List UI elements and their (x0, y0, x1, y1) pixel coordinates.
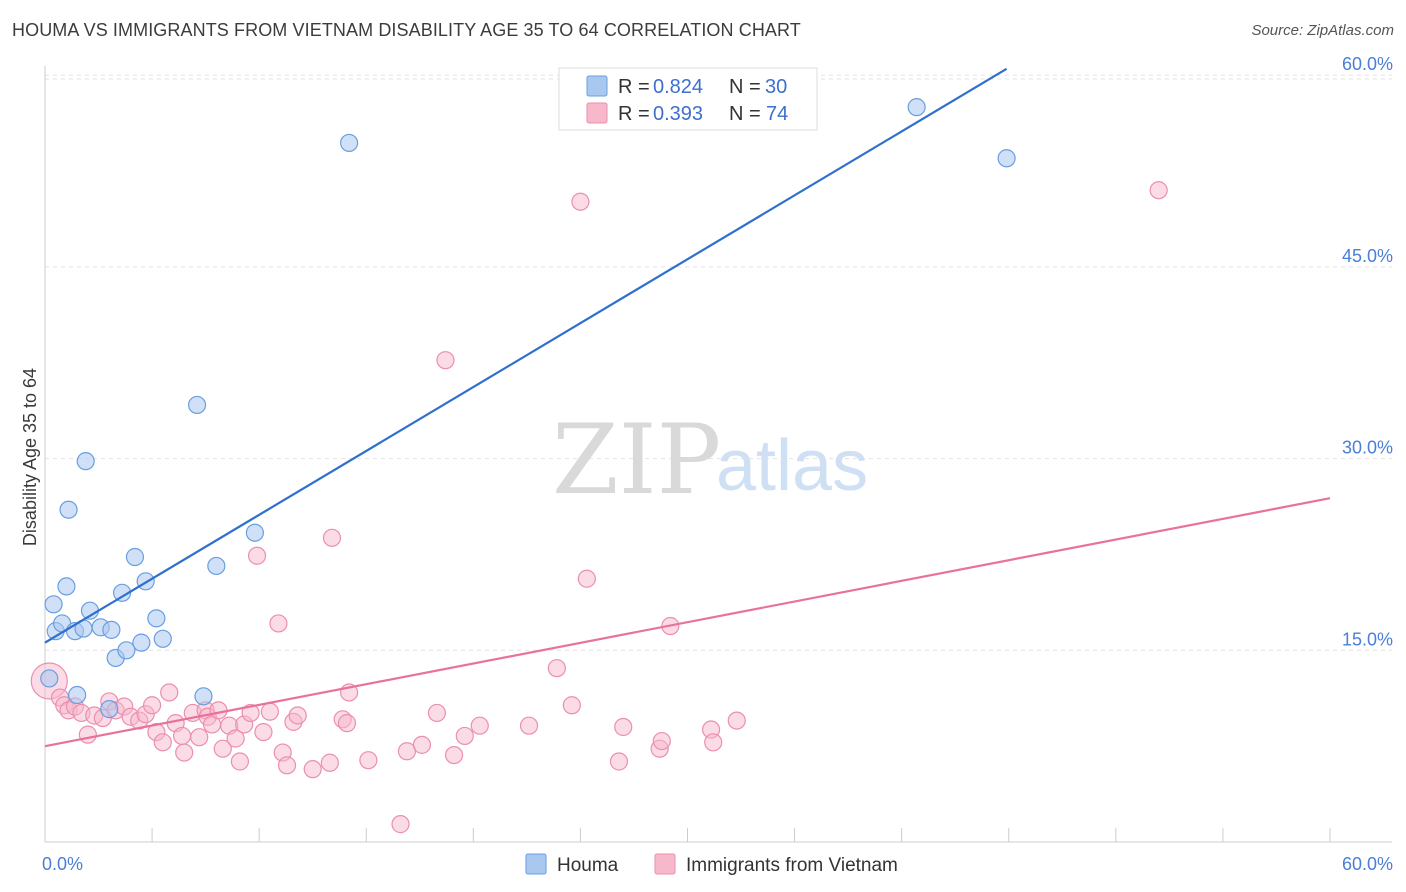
vietnam-point (609, 752, 629, 771)
trend-lines (44, 67, 1331, 748)
vietnam-point (209, 701, 228, 720)
vietnam-point (577, 569, 596, 588)
vietnam-point (254, 722, 273, 742)
houma-point (907, 98, 926, 117)
vietnam-point (412, 735, 432, 754)
houma-point (245, 523, 264, 542)
vietnam-point (153, 733, 172, 752)
legend-vietnam-swatch (586, 102, 608, 124)
x-tick-label-1: 60.0% (1342, 854, 1393, 874)
vietnam-point (288, 706, 307, 725)
vietnam-point (190, 728, 209, 747)
houma-point (125, 547, 145, 567)
vietnam-point (1149, 181, 1168, 200)
chart-title: HOUMA VS IMMIGRANTS FROM VIETNAM DISABIL… (12, 20, 801, 40)
y-tick-label-1: 30.0% (1342, 438, 1393, 458)
houma-point (207, 556, 226, 576)
legend-vietnam-n-label: N = (729, 103, 761, 125)
houma-trend-line (44, 67, 1008, 644)
houma-point (40, 669, 59, 688)
vietnam-point (172, 726, 192, 746)
x-tick-label-0: 0.0% (42, 854, 83, 874)
houma-point (117, 641, 136, 660)
vietnam-point (391, 815, 410, 834)
vietnam-point (277, 756, 297, 775)
houma-point (68, 685, 87, 705)
vietnam-point (337, 714, 357, 733)
y-tick-labels: 15.0% 30.0% 45.0% 60.0% (1342, 54, 1393, 649)
houma-point (997, 149, 1016, 168)
vietnam-point (562, 696, 581, 715)
vietnam-point (359, 751, 378, 770)
vietnam-point (269, 614, 288, 633)
vietnam-point (226, 729, 245, 748)
series-houma-points (40, 98, 1016, 719)
vietnam-point (614, 717, 633, 737)
bottom-legend-houma-swatch (525, 853, 547, 875)
vietnam-point (547, 659, 566, 678)
gridlines (45, 74, 1392, 651)
houma-point (194, 687, 213, 706)
watermark-atlas: atlas (716, 426, 868, 506)
vietnam-point (571, 192, 590, 211)
vietnam-point (78, 725, 97, 744)
y-tick-label-0: 15.0% (1342, 629, 1393, 649)
houma-point (59, 500, 78, 519)
vietnam-point (213, 739, 232, 758)
houma-point (147, 609, 166, 628)
bottom-legend-vietnam-swatch (654, 853, 676, 875)
houma-point (187, 395, 207, 415)
vietnam-point (436, 351, 455, 370)
series-legend: Houma Immigrants from Vietnam (525, 853, 898, 876)
legend-houma-r-value: 0.824 (653, 76, 703, 98)
vietnam-point (427, 703, 447, 723)
vietnam-point (230, 752, 249, 771)
legend-houma-swatch (586, 75, 608, 97)
vietnam-point (303, 760, 322, 779)
vietnam-point (704, 733, 723, 752)
houma-point (340, 133, 359, 153)
vietnam-point (160, 683, 179, 702)
vietnam-point (320, 753, 339, 772)
vietnam-point (322, 528, 342, 547)
bottom-legend-houma-label: Houma (557, 855, 619, 876)
vietnam-point (142, 696, 162, 715)
legend-houma-n-label: N = (729, 76, 761, 98)
houma-point (44, 595, 63, 614)
bottom-legend-vietnam-label: Immigrants from Vietnam (686, 855, 898, 876)
y-axis-title: Disability Age 35 to 64 (20, 368, 40, 546)
houma-point (100, 699, 119, 719)
vietnam-point (470, 716, 489, 735)
source-credit: Source: ZipAtlas.com (1251, 22, 1394, 39)
houma-point (132, 633, 151, 652)
houma-point (102, 620, 121, 639)
vietnam-point (652, 731, 671, 751)
series-vietnam-points (30, 181, 1168, 834)
legend-vietnam-r-label: R = (618, 103, 650, 125)
watermark-zip: ZIP (552, 404, 721, 516)
vietnam-point (247, 546, 267, 565)
vietnam-point (444, 745, 464, 765)
legend-vietnam-r-value: 0.393 (653, 103, 703, 125)
x-axis-ticks (151, 828, 1331, 842)
y-tick-label-2: 45.0% (1342, 246, 1393, 266)
y-tick-label-3: 60.0% (1342, 54, 1393, 74)
vietnam-point (175, 743, 194, 762)
stats-legend: R = 0.824 N = 30 R = 0.393 N = 74 (558, 67, 818, 131)
vietnam-point (727, 711, 746, 730)
vietnam-trend-line (44, 497, 1331, 748)
legend-vietnam-n-value: 74 (766, 103, 788, 125)
houma-point (57, 577, 76, 596)
vietnam-point (519, 716, 539, 735)
vietnam-point (260, 702, 279, 721)
vietnam-point (241, 703, 260, 723)
vietnam-point (455, 726, 474, 746)
houma-point (153, 629, 172, 648)
houma-point (76, 452, 95, 471)
vietnam-point (397, 742, 417, 761)
x-tick-labels: 0.0% 60.0% (42, 854, 1393, 874)
legend-houma-r-label: R = (618, 76, 650, 98)
legend-houma-n-value: 30 (765, 76, 787, 98)
